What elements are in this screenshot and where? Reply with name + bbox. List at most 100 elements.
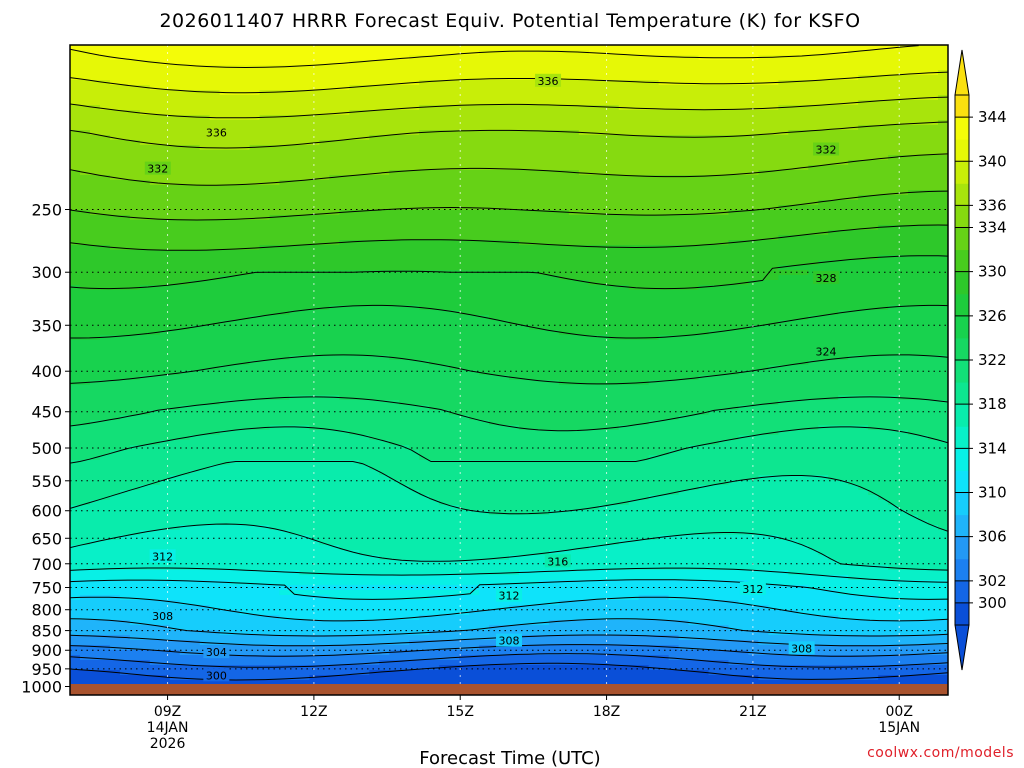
contour-band [359,460,948,466]
contour-band [558,275,779,281]
contour-band [419,305,889,311]
contour-band [858,75,948,81]
contour-label-bg [203,668,230,682]
contour-band [648,665,948,671]
contour-band [70,480,161,486]
contour-band [79,595,121,601]
contour-band [329,305,420,311]
contour-band [658,535,779,541]
contour-band [409,485,700,491]
contour-band [70,640,201,646]
y-tick-label: 1000 [21,678,62,697]
contour-band [109,495,430,501]
contour-band [588,50,849,56]
contour-band [389,650,750,656]
contour-band [798,540,948,546]
x-tick-label: 15JAN [878,720,920,736]
contour-band [70,650,181,656]
contour-line-336 [70,121,948,149]
contour-band [558,380,650,386]
contour-label-bg [496,588,522,602]
contour-band [848,50,948,56]
contour-band [149,85,350,91]
contour-band [658,335,948,341]
contour-band [70,555,380,561]
contour-band [389,355,849,361]
contour-band [479,645,680,651]
contour-band [309,425,520,431]
contour-band [938,120,948,126]
contour-band [808,315,948,321]
contour-band [70,635,131,641]
contour-band [149,660,380,666]
contour-band [778,265,948,271]
contour-band [489,420,650,426]
contour-band [70,275,221,281]
contour-band [70,355,291,361]
contour-band [708,330,948,336]
contour-band [70,245,111,251]
contour-line-342 [70,45,919,69]
contour-band [70,260,819,266]
contour-band [748,325,948,331]
contour-band [459,655,670,661]
y-tick-label: 650 [31,529,62,548]
contour-band [748,280,948,286]
contour-band [349,85,948,91]
contour-band [618,540,799,546]
contour-line-318 [70,461,948,532]
contour-line-326 [70,304,948,339]
contour-band [70,385,948,391]
contour-band [329,595,430,601]
contour-band [70,375,141,381]
contour-band [509,375,700,381]
contour-band [518,240,730,246]
x-tick-label: 21Z [739,704,766,720]
colorbar-swatch [955,293,969,317]
contour-band [70,360,251,366]
contour-band [70,680,948,686]
contour-band [648,495,879,501]
contour-band [70,220,948,226]
contour-band [70,155,889,161]
contour-band [70,65,948,71]
x-tick-label: 2026 [150,736,186,752]
contour-band [70,560,839,566]
contour-band [618,105,779,111]
contour-band [70,235,779,241]
contour-band [139,530,291,536]
contour-band [509,555,829,561]
contour-band [169,675,311,681]
contour-band [259,115,948,121]
contour-band [868,490,948,496]
contour-band [249,315,490,321]
contour-band [70,415,121,421]
contour-band [558,330,710,336]
contour-band [808,165,948,171]
contour-band [70,445,131,451]
contour-band [738,370,948,376]
contour-band [858,100,948,106]
chart-title: 2026011407 HRRR Forecast Equiv. Potentia… [159,10,860,32]
contour-band [70,45,899,51]
contour-band [848,575,948,581]
contour-band [489,510,550,516]
contour-band [70,580,231,586]
contour-band [119,595,331,601]
contour-band [70,455,101,461]
contour-band [848,480,948,486]
colorbar-swatch [955,514,969,538]
contour-band [70,165,809,171]
colorbar-swatch [955,448,969,471]
colorbar-swatch [955,602,969,626]
contour-band [70,505,460,511]
contour-band [938,95,948,101]
contour-band [119,670,370,676]
contour-band [728,480,849,486]
contour-band [70,85,151,91]
contour-band [668,450,948,456]
colorbar-swatch [955,183,969,206]
contour-band [798,610,948,616]
contour-band [139,285,630,291]
contour-label: 336 [538,75,559,88]
